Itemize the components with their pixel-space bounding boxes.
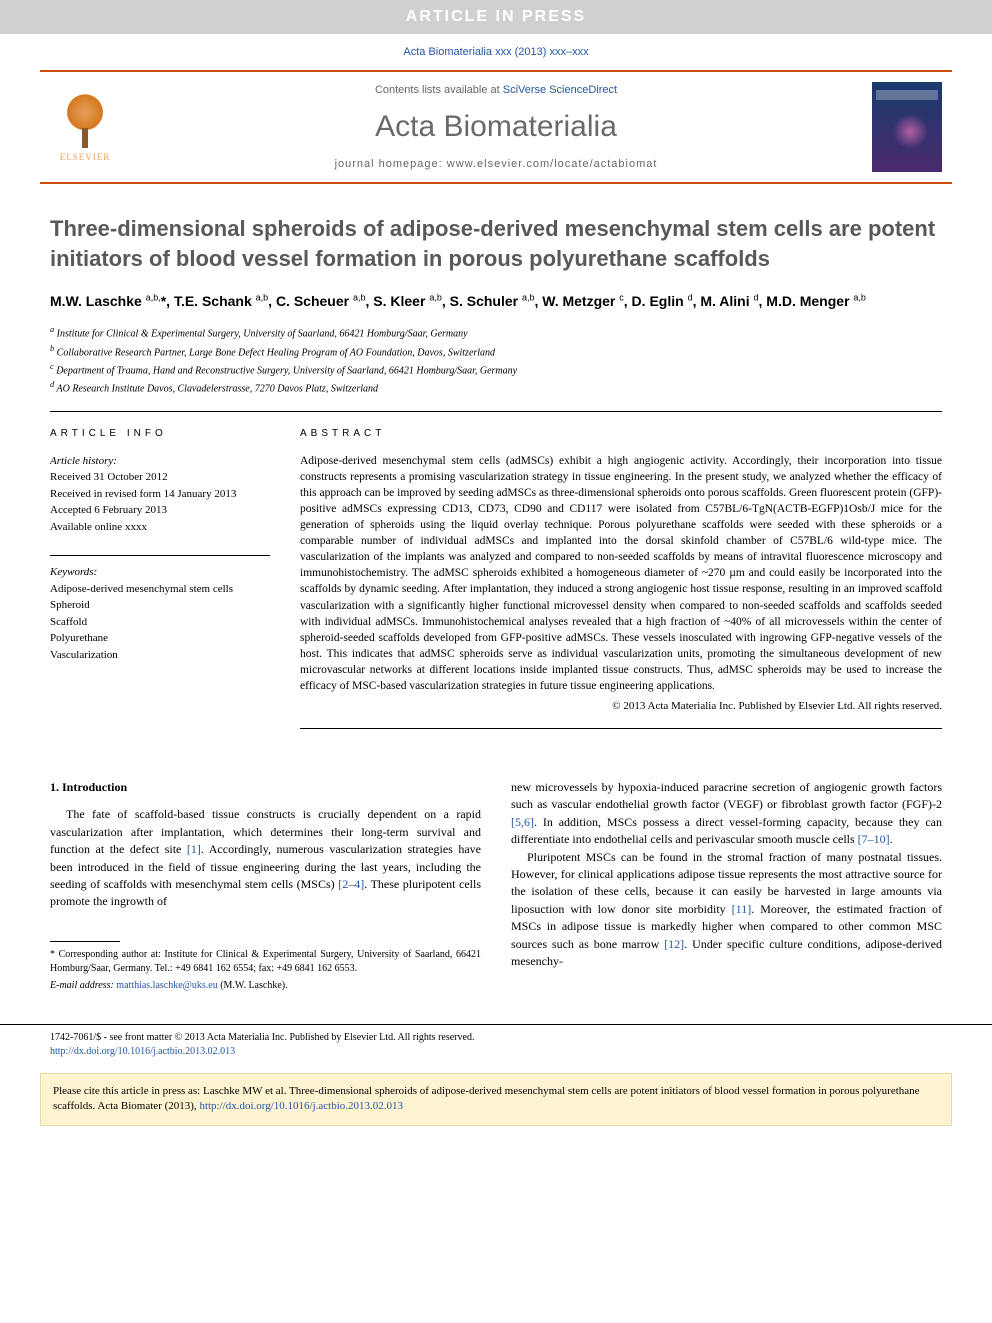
footer-doi[interactable]: http://dx.doi.org/10.1016/j.actbio.2013.…: [50, 1045, 942, 1059]
keywords-label: Keywords:: [50, 564, 270, 581]
sciencedirect-link[interactable]: SciVerse ScienceDirect: [503, 84, 617, 96]
journal-name: Acta Biomaterialia: [120, 110, 872, 144]
received-date: Received 31 October 2012: [50, 469, 270, 486]
intro-para-2: Pluripotent MSCs can be found in the str…: [511, 849, 942, 971]
article-history: Article history: Received 31 October 201…: [50, 453, 270, 536]
ref-12[interactable]: [12]: [664, 937, 684, 951]
keyword: Spheroid: [50, 597, 270, 614]
left-column: 1. Introduction The fate of scaffold-bas…: [50, 779, 481, 996]
journal-header: ELSEVIER Contents lists available at Sci…: [40, 70, 952, 184]
elsevier-logo-text: ELSEVIER: [60, 152, 111, 162]
online-date: Available online xxxx: [50, 519, 270, 536]
intro-para-1: The fate of scaffold-based tissue constr…: [50, 806, 481, 910]
main-two-columns: 1. Introduction The fate of scaffold-bas…: [50, 779, 942, 996]
ref-1[interactable]: [1]: [187, 842, 201, 856]
email-footnote: E-mail address: matthias.laschke@uks.eu …: [50, 979, 481, 993]
footnote-separator: [50, 941, 120, 942]
page-footer: 1742-7061/$ - see front matter © 2013 Ac…: [0, 1024, 992, 1059]
abstract-label: ABSTRACT: [300, 428, 942, 439]
text: new microvessels by hypoxia-induced para…: [511, 780, 942, 811]
journal-homepage: journal homepage: www.elsevier.com/locat…: [120, 158, 872, 170]
affiliation-d: d AO Research Institute Davos, Clavadele…: [50, 379, 942, 396]
history-label: Article history:: [50, 453, 270, 470]
contents-prefix: Contents lists available at: [375, 84, 503, 96]
article-info-label: ARTICLE INFO: [50, 428, 270, 439]
elsevier-tree-icon: [60, 93, 110, 148]
intro-para-1-cont: new microvessels by hypoxia-induced para…: [511, 779, 942, 849]
abstract-copyright: © 2013 Acta Materialia Inc. Published by…: [300, 700, 942, 712]
accepted-date: Accepted 6 February 2013: [50, 502, 270, 519]
journal-cover-thumbnail: [872, 82, 942, 172]
authors-list: M.W. Laschke a,b,*, T.E. Schank a,b, C. …: [50, 291, 942, 312]
keyword: Vascularization: [50, 647, 270, 664]
section-1-heading: 1. Introduction: [50, 779, 481, 796]
header-center: Contents lists available at SciVerse Sci…: [120, 84, 872, 170]
revised-date: Received in revised form 14 January 2013: [50, 486, 270, 503]
abstract-column: ABSTRACT Adipose-derived mesenchymal ste…: [300, 411, 942, 729]
keywords-block: Keywords: Adipose-derived mesenchymal st…: [50, 555, 270, 663]
affiliation-c: c Department of Trauma, Hand and Reconst…: [50, 361, 942, 378]
keyword: Adipose-derived mesenchymal stem cells: [50, 581, 270, 598]
article-title: Three-dimensional spheroids of adipose-d…: [50, 214, 942, 273]
text: .: [890, 832, 893, 846]
right-column: new microvessels by hypoxia-induced para…: [511, 779, 942, 996]
keyword: Scaffold: [50, 614, 270, 631]
ref-5-6[interactable]: [5,6]: [511, 815, 534, 829]
article-in-press-banner: ARTICLE IN PRESS: [0, 0, 992, 34]
ref-7-10[interactable]: [7–10]: [858, 832, 890, 846]
affiliation-a: a Institute for Clinical & Experimental …: [50, 324, 942, 341]
cite-doi[interactable]: http://dx.doi.org/10.1016/j.actbio.2013.…: [199, 1100, 403, 1112]
top-citation: Acta Biomaterialia xxx (2013) xxx–xxx: [0, 34, 992, 70]
affiliation-b: b Collaborative Research Partner, Large …: [50, 343, 942, 360]
abstract-text: Adipose-derived mesenchymal stem cells (…: [300, 453, 942, 694]
homepage-url[interactable]: www.elsevier.com/locate/actabiomat: [447, 158, 658, 170]
elsevier-logo: ELSEVIER: [50, 87, 120, 167]
keyword: Polyurethane: [50, 630, 270, 647]
ref-2-4[interactable]: [2–4]: [338, 877, 364, 891]
email-link[interactable]: matthias.laschke@uks.eu: [116, 980, 217, 991]
homepage-prefix: journal homepage:: [335, 158, 447, 170]
affiliations: a Institute for Clinical & Experimental …: [50, 324, 942, 396]
please-cite-box: Please cite this article in press as: La…: [40, 1073, 952, 1126]
ref-11[interactable]: [11]: [732, 902, 752, 916]
article-body: Three-dimensional spheroids of adipose-d…: [0, 184, 992, 1016]
info-abstract-row: ARTICLE INFO Article history: Received 3…: [50, 411, 942, 729]
email-label: E-mail address:: [50, 980, 114, 991]
contents-available-line: Contents lists available at SciVerse Sci…: [120, 84, 872, 96]
corresponding-author-footnote: * Corresponding author at: Institute for…: [50, 948, 481, 976]
footer-front-matter: 1742-7061/$ - see front matter © 2013 Ac…: [50, 1031, 942, 1045]
cite-text: Please cite this article in press as: La…: [53, 1085, 920, 1112]
email-who: (M.W. Laschke).: [220, 980, 287, 991]
article-info-column: ARTICLE INFO Article history: Received 3…: [50, 411, 270, 729]
